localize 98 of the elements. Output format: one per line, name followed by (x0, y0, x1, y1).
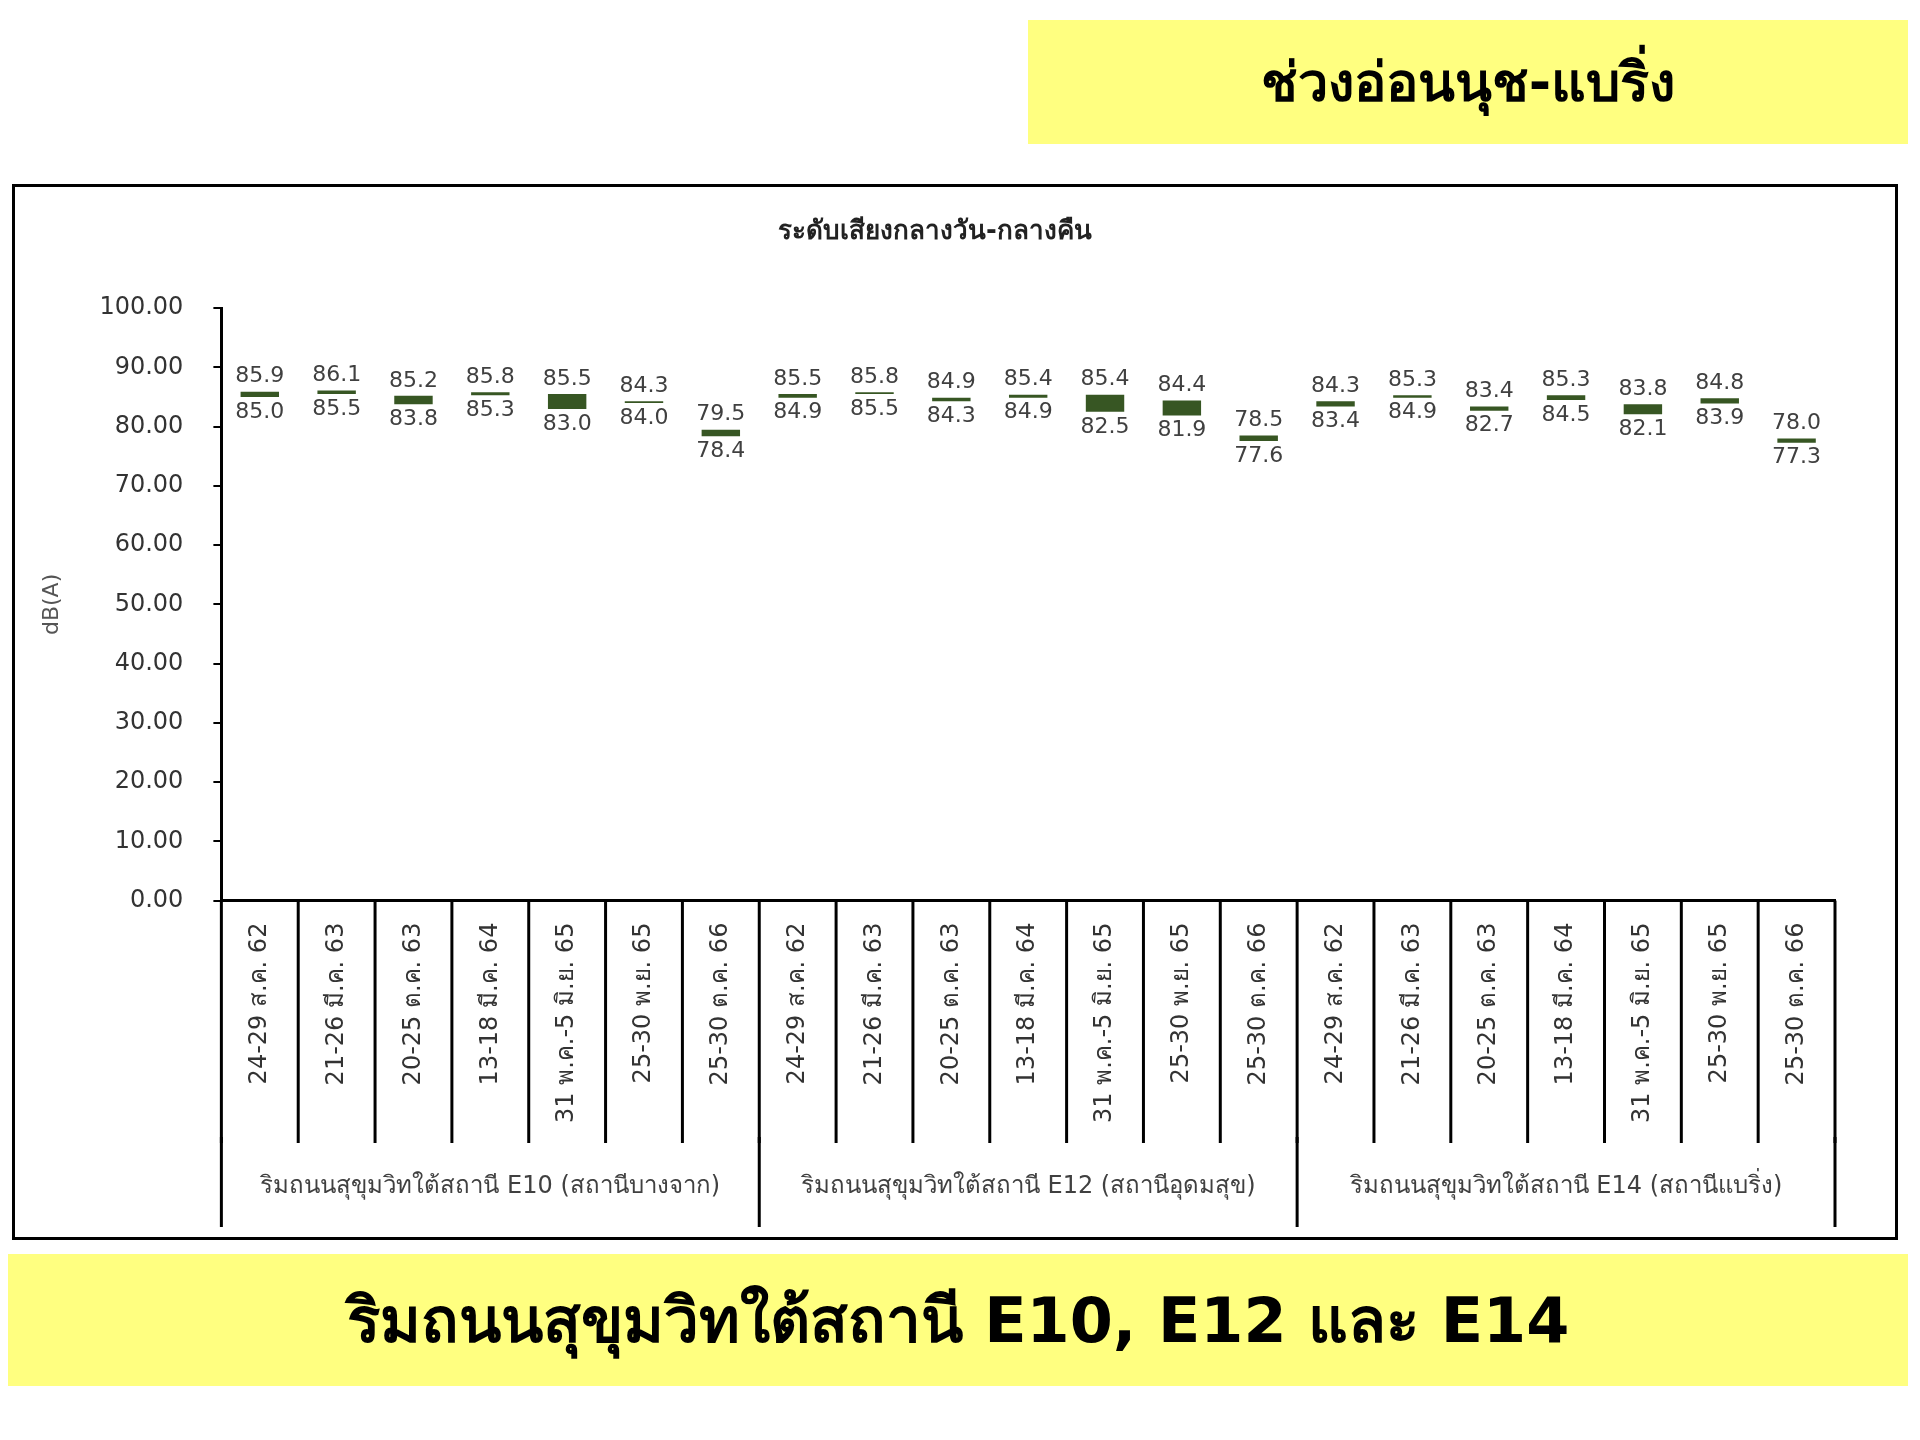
bar (1700, 398, 1739, 404)
y-tick-label: 100.00 (99, 292, 184, 321)
x-tick-label: 31 พ.ค.-5 มิ.ย. 65 (551, 922, 580, 1124)
data-label: 85.4 (1080, 365, 1130, 391)
annotation: 84.5 (1541, 400, 1591, 426)
data-label: 84.3 (1311, 371, 1361, 397)
annotation: 84.9 (1387, 398, 1437, 424)
data-label: 84.4 (1157, 371, 1207, 397)
annotation: 77.3 (1772, 443, 1822, 469)
text: ริมถนนสุขุมวิทใต้สถานี E10, E12 และ E14 (8, 1254, 1908, 1386)
bar (547, 394, 587, 409)
bar (1008, 394, 1048, 398)
bar (1393, 395, 1432, 398)
data-label: 85.2 (388, 366, 438, 392)
data-label: 85.4 (1003, 365, 1053, 391)
x-tick-label: 31 พ.ค.-5 มิ.ย. 65 (1627, 922, 1656, 1124)
x-tick-label: 21-26 มี.ค. 63 (320, 922, 349, 1086)
x-tick-label: 31 พ.ค.-5 มิ.ย. 65 (1089, 922, 1118, 1124)
bar (1085, 394, 1125, 412)
annotation: 83.0 (542, 409, 592, 435)
y-tick-label: 40.00 (114, 647, 184, 676)
x-tick-label: 13-18 มี.ค. 64 (1550, 922, 1579, 1086)
y-tick-label: 0.00 (129, 884, 184, 913)
annotation: 84.0 (619, 403, 669, 429)
data-label: 85.3 (1541, 366, 1591, 391)
x-tick-label: 25-30 ต.ค. 66 (1780, 922, 1809, 1086)
bar (1239, 435, 1278, 441)
data-label: 78.0 (1772, 409, 1822, 435)
x-tick-label: 25-30 ต.ค. 66 (705, 922, 734, 1086)
data-label: 83.8 (1618, 374, 1668, 400)
text: ริมถนนสุขุมวิทใต้สถานี E10 (สถานีบางจาก) (259, 1171, 721, 1201)
annotation: 82.5 (1080, 412, 1130, 438)
data-label: 79.5 (696, 400, 746, 426)
text: ริมถนนสุขุมวิทใต้สถานี E14 (สถานีแบริ่ง) (1348, 1168, 1783, 1201)
x-tick-label: 13-18 มี.ค. 64 (1012, 922, 1041, 1086)
annotation: 85.5 (312, 394, 362, 420)
bar (471, 392, 510, 396)
data-label: 85.5 (773, 364, 823, 390)
x-tick-label: 21-26 มี.ค. 63 (858, 922, 887, 1086)
annotation: 84.3 (926, 401, 976, 427)
y-tick-label: 30.00 (114, 707, 184, 736)
data-label: 85.3 (1387, 366, 1437, 391)
data-label: 84.9 (926, 368, 976, 394)
data-label: 84.8 (1695, 368, 1745, 394)
x-tick-label: 25-30 พ.ย. 65 (1703, 922, 1732, 1084)
bar (1546, 395, 1586, 401)
data-label: 83.4 (1464, 377, 1514, 403)
bar (240, 391, 280, 398)
x-tick-label: 20-25 ต.ค. 63 (1473, 922, 1502, 1086)
annotation: 83.8 (388, 404, 438, 430)
x-tick-label: 25-30 พ.ย. 65 (1166, 922, 1195, 1084)
text: ริมถนนสุขุมวิทใต้สถานี E12 (สถานีอุดมสุข) (799, 1171, 1256, 1201)
annotation: 82.1 (1618, 414, 1668, 440)
bar (701, 429, 741, 437)
bar (1470, 406, 1509, 411)
bar (394, 395, 433, 405)
x-tick-label: 20-25 ต.ค. 63 (397, 922, 426, 1086)
annotation: 85.5 (850, 394, 899, 420)
annotation: 83.9 (1695, 404, 1745, 430)
bar (1623, 404, 1663, 415)
annotation: 82.7 (1464, 411, 1514, 437)
chart-subtitle: ช่วงอ่อนนุช-แบริ่ง (1028, 20, 1908, 144)
x-tick-label: 25-30 พ.ย. 65 (628, 922, 657, 1084)
bar (1316, 401, 1355, 407)
data-label: 85.9 (235, 362, 285, 388)
x-tick-label: 24-29 ส.ค. 62 (781, 922, 810, 1085)
x-tick-label: 24-29 ส.ค. 62 (1319, 922, 1348, 1085)
y-tick-label: 20.00 (114, 766, 184, 795)
annotation: 84.9 (773, 398, 823, 424)
annotation: 83.4 (1311, 407, 1361, 433)
annotation: 81.9 (1157, 416, 1207, 442)
bar (1162, 400, 1202, 416)
data-label: 78.5 (1234, 406, 1284, 432)
bar (778, 394, 817, 398)
annotation: 85.0 (235, 397, 285, 423)
y-tick-label: 50.00 (114, 588, 184, 617)
y-tick-label: 60.00 (114, 529, 184, 558)
x-tick-label: 24-29 ส.ค. 62 (244, 922, 273, 1085)
data-label: 86.1 (312, 361, 362, 387)
y-tick-label: 70.00 (114, 470, 184, 499)
annotation: 85.3 (465, 396, 515, 421)
data-label: 85.8 (850, 363, 899, 389)
data-label: 85.5 (542, 364, 592, 390)
annotation: 78.4 (696, 436, 746, 462)
x-tick-label: 25-30 ต.ค. 66 (1242, 922, 1271, 1086)
bar (1777, 438, 1816, 443)
annotation: 84.9 (1003, 398, 1053, 424)
x-tick-label: 20-25 ต.ค. 63 (935, 922, 964, 1086)
data-label: 85.8 (465, 363, 515, 389)
annotation: 77.6 (1234, 441, 1284, 467)
y-tick-label: 90.00 (114, 351, 184, 380)
x-tick-label: 21-26 มี.ค. 63 (1396, 922, 1425, 1086)
y-tick-label: 10.00 (114, 825, 184, 854)
y-axis-title: dB(A) (37, 573, 63, 636)
data-label: 84.3 (619, 371, 669, 397)
y-tick-label: 80.00 (114, 410, 184, 439)
x-tick-label: 13-18 มี.ค. 64 (474, 922, 503, 1086)
chart-title: ระดับเสียงกลางวัน-กลางคืน (778, 215, 1092, 246)
